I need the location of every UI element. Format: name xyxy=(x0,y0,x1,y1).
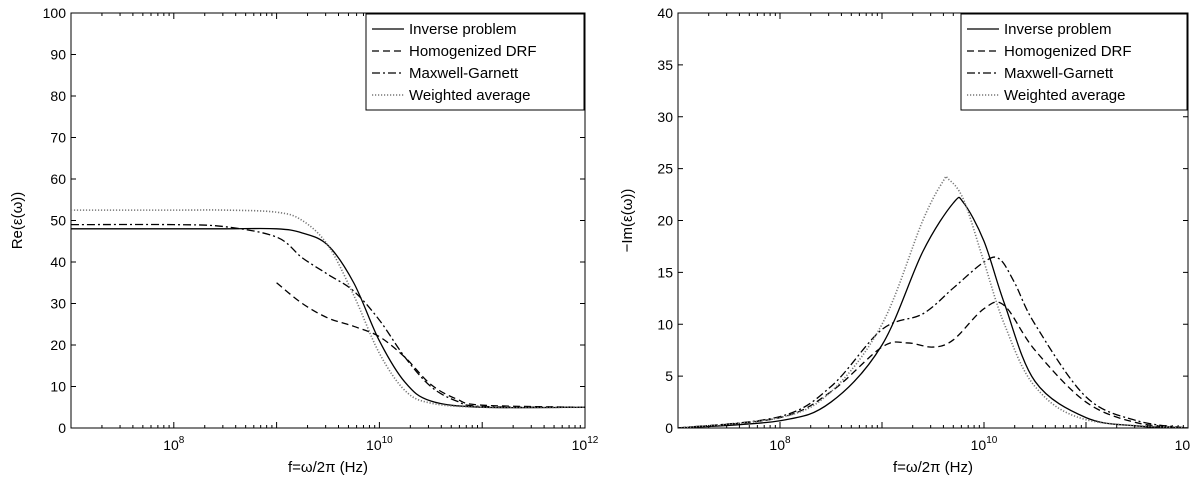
chart-panel-real-part: 0 10 20 30 40 50 60 70 80 90 100 108 1010 1012 f=ω/2π … xyxy=(9,5,599,476)
legend-label-0: Inverse problem xyxy=(409,21,517,38)
x-tick-label: 1010 xyxy=(971,435,998,453)
legend: Inverse problem Homogenized DRF Maxwell-Ga… xyxy=(365,13,585,111)
y-tick-label: 25 xyxy=(657,161,673,177)
legend-label-3: Weighted average xyxy=(1004,87,1125,104)
x-tick-label: 1012 xyxy=(1175,435,1191,453)
y-tick-label: 20 xyxy=(657,213,673,229)
y-tick-label: 60 xyxy=(50,171,66,187)
legend-label-0: Inverse problem xyxy=(1004,21,1112,38)
series-line-3 xyxy=(71,209,585,409)
series-line-0 xyxy=(678,196,1188,428)
y-tick-label: 0 xyxy=(665,420,673,436)
y-tick-label: 10 xyxy=(657,316,673,332)
y-tick-label: 0 xyxy=(58,420,66,436)
y-tick-label: 20 xyxy=(50,337,66,353)
x-axis-label: f=ω/2π (Hz) xyxy=(288,459,368,476)
y-tick-label: 80 xyxy=(50,88,66,104)
series-line-1 xyxy=(276,282,585,408)
series-line-0 xyxy=(71,227,585,409)
series-line-3 xyxy=(678,175,1188,428)
chart-panel-imaginary-part: 0 5 10 15 20 25 30 35 40 108 1010 1012 f=ω/2π (Hz) −I… xyxy=(619,5,1191,476)
legend: Inverse problem Homogenized DRF Maxwell-Ga… xyxy=(960,13,1188,111)
y-tick-label: 40 xyxy=(50,254,66,270)
y-tick-label: 5 xyxy=(665,368,673,384)
x-tick-label: 108 xyxy=(769,435,791,453)
y-tick-label: 30 xyxy=(657,109,673,125)
y-tick-label: 90 xyxy=(50,47,66,63)
legend-label-2: Maxwell-Garnett xyxy=(1004,65,1114,82)
legend-box xyxy=(365,13,585,111)
series-line-2 xyxy=(678,256,1188,428)
y-tick-label: 15 xyxy=(657,264,673,280)
y-tick-label: 70 xyxy=(50,130,66,146)
x-axis-label: f=ω/2π (Hz) xyxy=(893,459,973,476)
x-tick-label: 1010 xyxy=(366,435,393,453)
series-line-2 xyxy=(71,223,585,408)
legend-label-1: Homogenized DRF xyxy=(409,43,537,60)
y-axis-label: Re(ε(ω)) xyxy=(9,192,26,250)
legend-label-2: Maxwell-Garnett xyxy=(409,65,519,82)
y-tick-label: 40 xyxy=(657,5,673,21)
y-axis-label: −Im(ε(ω)) xyxy=(619,189,636,253)
y-tick-label: 50 xyxy=(50,213,66,229)
y-tick-label: 35 xyxy=(657,57,673,73)
y-tick-label: 30 xyxy=(50,296,66,312)
legend-box xyxy=(960,13,1188,111)
x-tick-label: 1012 xyxy=(572,435,599,453)
legend-label-1: Homogenized DRF xyxy=(1004,43,1132,60)
legend-label-3: Weighted average xyxy=(409,87,530,104)
series-line-1 xyxy=(678,301,1188,428)
y-tick-label: 10 xyxy=(50,379,66,395)
x-tick-label: 108 xyxy=(163,435,185,453)
y-tick-label: 100 xyxy=(43,5,67,21)
